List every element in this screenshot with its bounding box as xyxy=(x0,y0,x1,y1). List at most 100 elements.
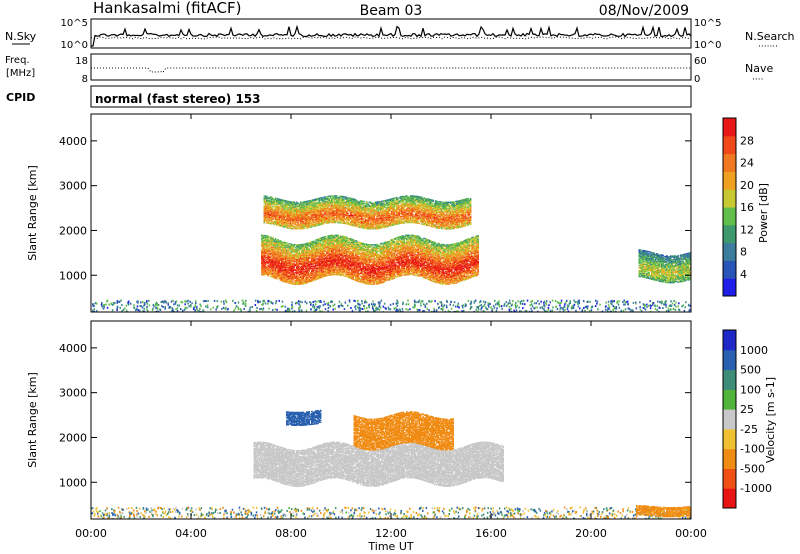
echo-cell xyxy=(271,263,273,265)
echo-cell xyxy=(217,305,219,308)
echo-cell xyxy=(361,272,363,274)
echo-cell xyxy=(339,243,342,246)
echo-cell xyxy=(279,259,282,262)
echo-cell xyxy=(281,260,283,262)
echo-cell xyxy=(379,271,382,273)
echo-cell xyxy=(351,254,353,256)
echo-cell xyxy=(301,278,303,280)
echo-cell xyxy=(572,306,575,309)
echo-cell xyxy=(302,261,304,263)
echo-cell xyxy=(262,246,264,248)
echo-cell xyxy=(267,252,269,254)
echo-cell xyxy=(373,259,376,262)
echo-cell xyxy=(302,282,304,284)
echo-cell xyxy=(294,255,297,257)
echo-cell xyxy=(313,269,316,272)
echo-cell xyxy=(375,307,377,310)
echo-cell xyxy=(351,246,353,248)
echo-cell xyxy=(372,271,374,274)
echo-cell xyxy=(271,241,273,243)
echo-cell xyxy=(626,300,629,303)
echo-cell xyxy=(373,276,376,278)
echo-cell xyxy=(364,275,367,277)
echo-cell xyxy=(297,272,299,275)
echo-cell xyxy=(350,307,352,309)
echo-cell xyxy=(337,242,339,244)
echo-cell xyxy=(343,267,346,269)
echo-cell xyxy=(304,264,307,267)
echo-cell xyxy=(282,260,284,263)
echo-cell xyxy=(405,308,407,311)
echo-cell xyxy=(349,267,352,270)
echo-cell xyxy=(271,252,273,254)
echo-cell xyxy=(351,257,353,259)
echo-cell xyxy=(286,255,288,257)
echo-cell xyxy=(356,251,358,253)
echo-cell xyxy=(379,277,382,279)
echo-cell xyxy=(324,275,327,277)
echo-cell xyxy=(388,273,391,275)
echo-cell xyxy=(226,308,229,311)
echo-cell xyxy=(478,305,481,307)
echo-cell xyxy=(357,249,359,251)
echo-cell xyxy=(387,274,389,276)
echo-cell xyxy=(308,278,311,280)
echo-cell xyxy=(508,308,510,311)
echo-cell xyxy=(396,245,398,247)
echo-cell xyxy=(263,266,266,268)
echo-cell xyxy=(354,259,357,262)
echo-cell xyxy=(314,276,317,278)
echo-cell xyxy=(367,265,369,267)
echo-cell xyxy=(524,310,527,312)
echo-cell xyxy=(328,256,331,259)
echo-cell xyxy=(366,264,368,266)
echo-cell xyxy=(363,260,366,263)
echo-cell xyxy=(344,272,347,275)
echo-cell xyxy=(483,305,485,308)
echo-cell xyxy=(361,270,363,272)
echo-cell xyxy=(359,248,362,251)
echo-cell xyxy=(349,272,352,274)
echo-cell xyxy=(321,252,323,255)
echo-cell xyxy=(394,249,397,251)
echo-cell xyxy=(341,273,343,276)
echo-cell xyxy=(323,270,326,273)
echo-cell xyxy=(515,301,517,304)
echo-cell xyxy=(386,241,388,243)
echo-cell xyxy=(195,307,198,310)
echo-cell xyxy=(383,272,386,274)
echo-cell xyxy=(384,258,387,260)
echo-cell xyxy=(296,265,298,268)
echo-cell xyxy=(585,306,588,308)
echo-cell xyxy=(392,302,394,305)
echo-cell xyxy=(369,280,372,282)
echo-cell xyxy=(366,281,368,283)
echo-cell xyxy=(313,273,316,275)
echo-cell xyxy=(391,270,393,272)
echo-cell xyxy=(357,279,359,281)
echo-cell xyxy=(337,253,339,255)
echo-cell xyxy=(128,300,130,303)
echo-cell xyxy=(301,259,303,261)
echo-cell xyxy=(274,260,277,263)
echo-cell xyxy=(505,304,508,307)
echo-cell xyxy=(262,266,264,268)
echo-cell xyxy=(264,255,267,258)
echo-cell xyxy=(347,262,349,265)
echo-cell xyxy=(336,249,338,251)
echo-cell xyxy=(322,252,324,254)
echo-cell xyxy=(358,270,361,272)
echo-cell xyxy=(361,262,363,264)
echo-cell xyxy=(301,269,303,271)
echo-cell xyxy=(294,254,297,256)
echo-cell xyxy=(319,261,322,263)
echo-cell xyxy=(311,258,313,261)
echo-cell xyxy=(206,304,209,307)
echo-cell xyxy=(272,276,274,278)
echo-cell xyxy=(235,305,238,308)
echo-cell xyxy=(336,235,338,237)
echo-cell xyxy=(283,262,286,264)
echo-cell xyxy=(343,269,346,271)
echo-cell xyxy=(372,274,374,277)
echo-cell xyxy=(277,249,279,252)
